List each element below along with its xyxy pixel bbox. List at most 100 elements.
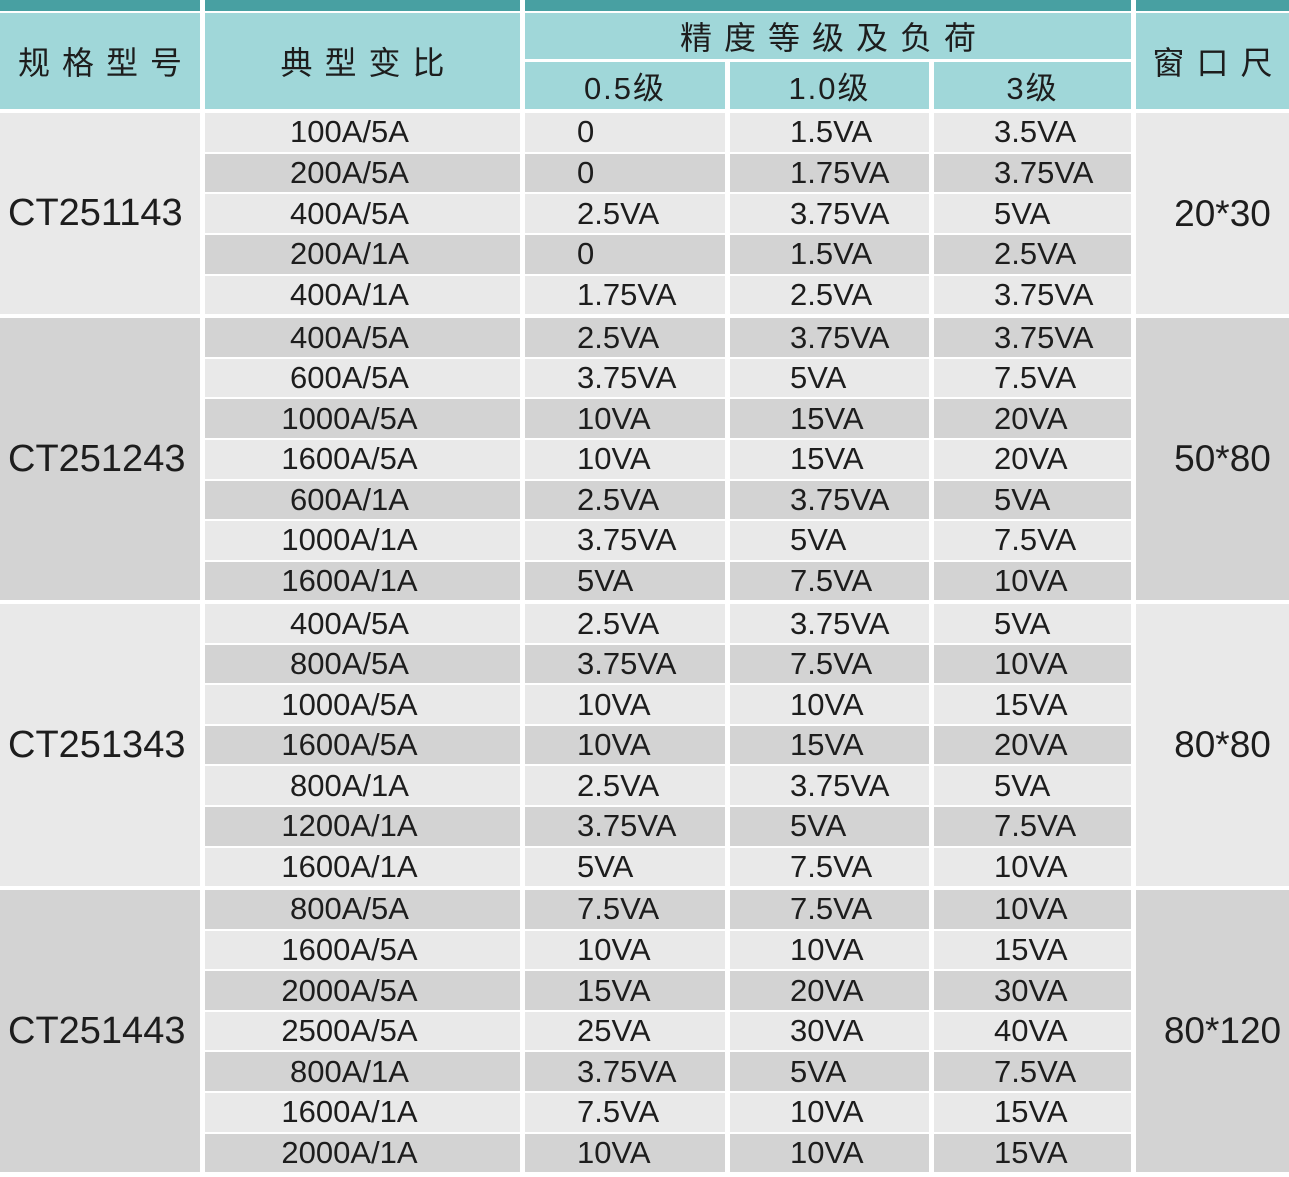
column-stack: 7.5VA 10VA 20VA 30VA 5VA 10VA 10VA bbox=[730, 890, 929, 1173]
ratio-cell: 1600A/5A bbox=[205, 725, 520, 765]
burden-1.0-cell: 1.5VA bbox=[730, 113, 929, 152]
col-header-class-0.5: 0.5级 bbox=[525, 62, 725, 109]
ratio-cell: 1000A/5A bbox=[205, 685, 520, 724]
ratio-cell: 1000A/1A bbox=[205, 521, 520, 560]
window-cell: 80*120 bbox=[1136, 890, 1289, 1173]
burden-0.5-cell: 2.5VA bbox=[525, 766, 725, 806]
burden-3-cell: 5VA bbox=[934, 480, 1131, 520]
burden-0.5-cell: 0 bbox=[525, 153, 725, 193]
burden-0.5-cell: 25VA bbox=[525, 1011, 725, 1051]
column-stack: 3.75VA 7.5VA 20VA 20VA 5VA 7.5VA 10VA bbox=[934, 318, 1131, 601]
burden-3-cell: 2.5VA bbox=[934, 235, 1131, 274]
col-header-ratio: 典型变比 bbox=[205, 13, 520, 109]
burden-3-cell: 5VA bbox=[934, 194, 1131, 234]
burden-0.5-cell: 5VA bbox=[525, 561, 725, 601]
ratio-cell: 600A/5A bbox=[205, 358, 520, 398]
burden-1.0-cell: 7.5VA bbox=[730, 890, 929, 929]
ratio-cell: 800A/1A bbox=[205, 766, 520, 806]
model-cell: CT251243 bbox=[0, 318, 200, 601]
ratio-cell: 800A/1A bbox=[205, 1052, 520, 1091]
window-cell: 50*80 bbox=[1136, 318, 1289, 601]
table-group: CT251343 400A/5A 800A/5A 1000A/5A 1600A/5A 80… bbox=[0, 604, 1289, 887]
burden-3-cell: 7.5VA bbox=[934, 1052, 1131, 1091]
column-stack: 400A/5A 600A/5A 1000A/5A 1600A/5A 600A/1A 100… bbox=[205, 318, 520, 601]
burden-0.5-cell: 3.75VA bbox=[525, 644, 725, 684]
burden-3-cell: 3.5VA bbox=[934, 113, 1131, 152]
accuracy-subheaders: 0.5级 1.0级 3级 bbox=[525, 62, 1131, 109]
column-stack: 2.5VA 3.75VA 10VA 10VA 2.5VA 3.75VA 5VA bbox=[525, 318, 725, 601]
model-cell: CT251343 bbox=[0, 604, 200, 887]
accent-segment bbox=[1136, 0, 1289, 11]
burden-0.5-cell: 1.75VA bbox=[525, 275, 725, 315]
burden-3-cell: 20VA bbox=[934, 399, 1131, 439]
accent-segment bbox=[525, 0, 1131, 11]
col-header-class-3: 3级 bbox=[934, 62, 1131, 109]
top-accent-bar bbox=[0, 0, 1289, 11]
model-cell: CT251443 bbox=[0, 890, 200, 1173]
burden-0.5-cell: 3.75VA bbox=[525, 358, 725, 398]
ratio-cell: 400A/5A bbox=[205, 604, 520, 643]
burden-0.5-cell: 3.75VA bbox=[525, 1052, 725, 1091]
column-stack: 100A/5A 200A/5A 400A/5A 200A/1A 400A/1A bbox=[205, 113, 520, 315]
col-header-model: 规格型号 bbox=[0, 13, 200, 109]
burden-1.0-cell: 3.75VA bbox=[730, 766, 929, 806]
burden-3-cell: 15VA bbox=[934, 1092, 1131, 1132]
burden-0.5-cell: 10VA bbox=[525, 725, 725, 765]
burden-0.5-cell: 15VA bbox=[525, 971, 725, 1010]
table-group: CT251243 400A/5A 600A/5A 1000A/5A 1600A/5A 60… bbox=[0, 318, 1289, 601]
burden-1.0-cell: 10VA bbox=[730, 930, 929, 970]
col-header-accuracy-group: 精度等级及负荷 0.5级 1.0级 3级 bbox=[525, 13, 1131, 109]
burden-0.5-cell: 2.5VA bbox=[525, 604, 725, 643]
ratio-cell: 800A/5A bbox=[205, 644, 520, 684]
burden-0.5-cell: 0 bbox=[525, 113, 725, 152]
burden-3-cell: 10VA bbox=[934, 561, 1131, 601]
burden-0.5-cell: 7.5VA bbox=[525, 890, 725, 929]
column-stack: 7.5VA 10VA 15VA 25VA 3.75VA 7.5VA 10VA bbox=[525, 890, 725, 1173]
burden-3-cell: 20VA bbox=[934, 725, 1131, 765]
burden-0.5-cell: 5VA bbox=[525, 847, 725, 887]
ratio-cell: 800A/5A bbox=[205, 890, 520, 929]
burden-1.0-cell: 7.5VA bbox=[730, 644, 929, 684]
burden-1.0-cell: 1.75VA bbox=[730, 153, 929, 193]
window-cell: 80*80 bbox=[1136, 604, 1289, 887]
column-stack: 0 0 2.5VA 0 1.75VA bbox=[525, 113, 725, 315]
ratio-cell: 1600A/5A bbox=[205, 930, 520, 970]
accent-segment bbox=[205, 0, 520, 11]
burden-1.0-cell: 5VA bbox=[730, 521, 929, 560]
ratio-cell: 1000A/5A bbox=[205, 399, 520, 439]
burden-1.0-cell: 15VA bbox=[730, 399, 929, 439]
burden-3-cell: 7.5VA bbox=[934, 521, 1131, 560]
burden-0.5-cell: 10VA bbox=[525, 440, 725, 479]
burden-1.0-cell: 3.75VA bbox=[730, 480, 929, 520]
burden-3-cell: 30VA bbox=[934, 971, 1131, 1010]
col-header-window: 窗口尺 bbox=[1136, 13, 1289, 109]
burden-3-cell: 10VA bbox=[934, 644, 1131, 684]
column-stack: 3.75VA 7.5VA 10VA 15VA 3.75VA 5VA 7.5VA bbox=[730, 604, 929, 887]
burden-0.5-cell: 2.5VA bbox=[525, 318, 725, 357]
burden-3-cell: 5VA bbox=[934, 766, 1131, 806]
ratio-cell: 100A/5A bbox=[205, 113, 520, 152]
column-stack: 800A/5A 1600A/5A 2000A/5A 2500A/5A 800A/1A 16… bbox=[205, 890, 520, 1173]
column-stack: 1.5VA 1.75VA 3.75VA 1.5VA 2.5VA bbox=[730, 113, 929, 315]
window-cell: 20*30 bbox=[1136, 113, 1289, 315]
table-header: 规格型号 典型变比 精度等级及负荷 0.5级 1.0级 3级 窗口尺 bbox=[0, 13, 1289, 109]
burden-1.0-cell: 3.75VA bbox=[730, 604, 929, 643]
column-stack: 10VA 15VA 30VA 40VA 7.5VA 15VA 15VA bbox=[934, 890, 1131, 1173]
burden-3-cell: 10VA bbox=[934, 847, 1131, 887]
burden-1.0-cell: 10VA bbox=[730, 685, 929, 724]
burden-1.0-cell: 5VA bbox=[730, 1052, 929, 1091]
burden-3-cell: 7.5VA bbox=[934, 358, 1131, 398]
burden-3-cell: 40VA bbox=[934, 1011, 1131, 1051]
accent-segment bbox=[0, 0, 200, 11]
ratio-cell: 1200A/1A bbox=[205, 807, 520, 846]
burden-1.0-cell: 3.75VA bbox=[730, 318, 929, 357]
burden-0.5-cell: 10VA bbox=[525, 685, 725, 724]
ratio-cell: 1600A/5A bbox=[205, 440, 520, 479]
ratio-cell: 2000A/1A bbox=[205, 1133, 520, 1173]
burden-1.0-cell: 2.5VA bbox=[730, 275, 929, 315]
ratio-cell: 200A/1A bbox=[205, 235, 520, 274]
column-stack: 400A/5A 800A/5A 1000A/5A 1600A/5A 800A/1A 120… bbox=[205, 604, 520, 887]
burden-3-cell: 15VA bbox=[934, 930, 1131, 970]
col-header-class-1.0: 1.0级 bbox=[730, 62, 929, 109]
